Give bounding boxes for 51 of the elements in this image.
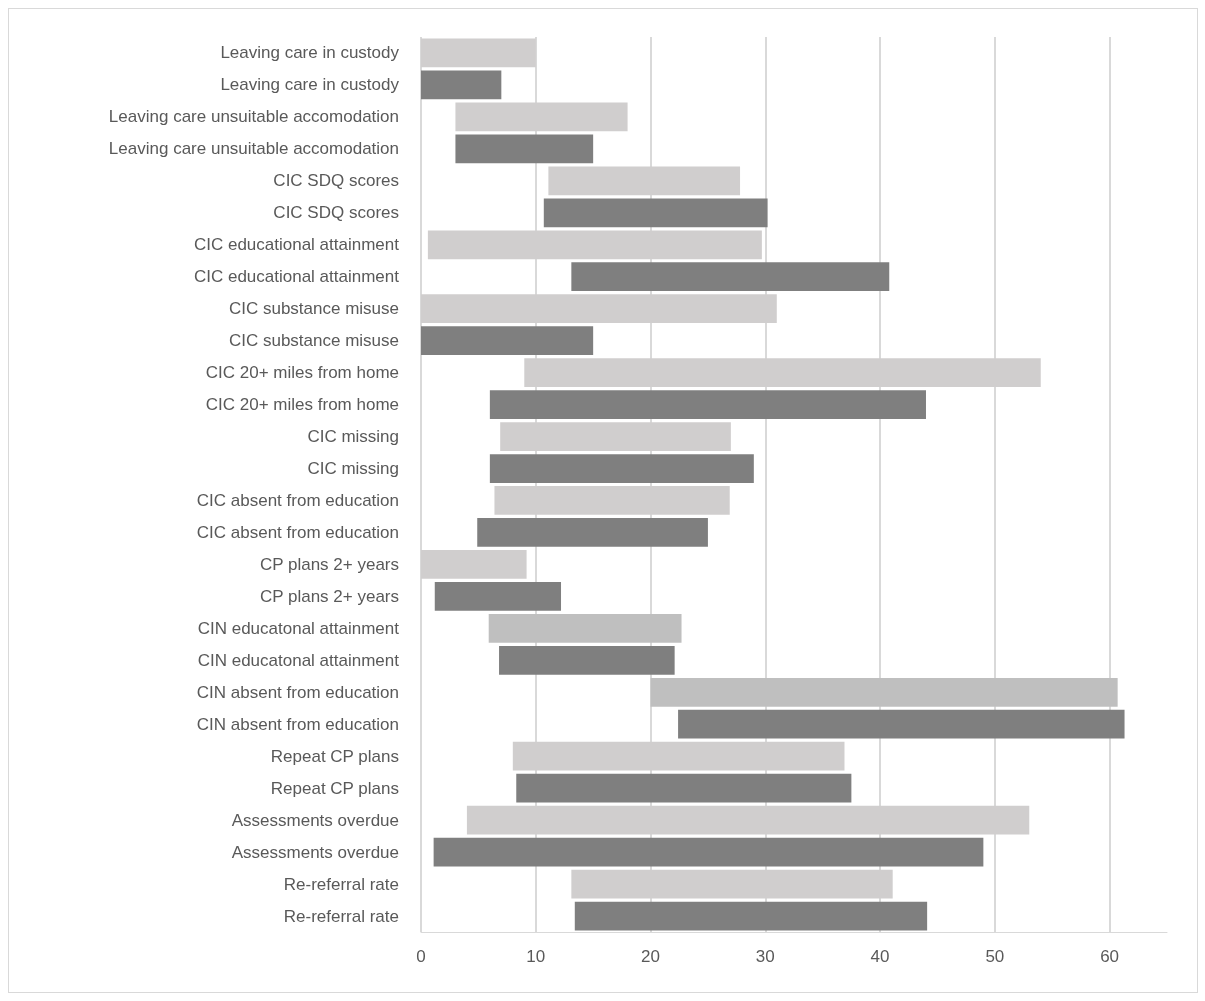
x-tick-label: 50 (985, 947, 1005, 966)
y-tick-label: Re-referral rate (283, 874, 399, 894)
bar (455, 134, 594, 164)
x-tick-label: 0 (416, 947, 426, 966)
y-tick-label: Repeat CP plans (270, 778, 399, 798)
bar (650, 677, 1118, 707)
y-tick-label: CIC missing (307, 459, 399, 479)
y-tick-label: Leaving care in custody (220, 43, 400, 63)
bar (678, 709, 1125, 739)
y-tick-label: Leaving care in custody (220, 75, 400, 95)
y-tick-label: CIC absent from education (196, 490, 399, 510)
x-tick-label: 30 (755, 947, 775, 966)
y-tick-label: CIC substance misuse (228, 299, 399, 319)
bar (488, 613, 682, 643)
y-tick-label: CIC educational attainment (193, 235, 400, 255)
y-tick-label: Assessments overdue (231, 810, 399, 830)
y-tick-label: CIC 20+ miles from home (205, 363, 399, 383)
y-tick-label: CP plans 2+ years (259, 554, 399, 574)
y-tick-label: CIC missing (307, 427, 399, 447)
bar (421, 70, 502, 100)
bar (489, 454, 754, 483)
y-tick-label: CIN absent from education (196, 714, 399, 734)
y-tick-label: CIC absent from education (196, 522, 399, 542)
y-tick-label: CIC substance misuse (228, 331, 399, 351)
y-tick-label: CIC SDQ scores (273, 203, 399, 223)
bar (571, 262, 890, 292)
bar (543, 198, 768, 228)
y-tick-label: CIN absent from education (196, 682, 399, 702)
x-tick-label: 10 (526, 947, 546, 966)
y-tick-label: CIC SDQ scores (273, 171, 399, 191)
y-tick-label: Leaving care unsuitable accomodation (108, 107, 399, 127)
y-tick-label: Assessments overdue (231, 842, 399, 862)
bar (516, 773, 852, 803)
y-tick-label: CIN educatonal attainment (197, 618, 400, 638)
y-tick-label: CIC 20+ miles from home (205, 395, 399, 415)
bar (421, 326, 594, 356)
y-tick-label: Re-referral rate (283, 906, 399, 926)
bar (434, 581, 562, 611)
x-tick-label: 20 (641, 947, 660, 966)
y-tick-label: Repeat CP plans (270, 746, 399, 766)
y-tick-label: CP plans 2+ years (259, 586, 399, 606)
bar (489, 390, 926, 419)
y-tick-label: CIC educational attainment (193, 267, 400, 287)
bar (433, 837, 984, 867)
y-tick-label: CIN educatonal attainment (197, 650, 400, 670)
bar (499, 645, 675, 675)
x-tick-label: 40 (870, 947, 890, 966)
y-tick-label: Leaving care unsuitable accomodation (108, 139, 399, 159)
bar (574, 901, 928, 931)
bar (477, 518, 708, 547)
x-tick-label: 60 (1100, 947, 1120, 966)
